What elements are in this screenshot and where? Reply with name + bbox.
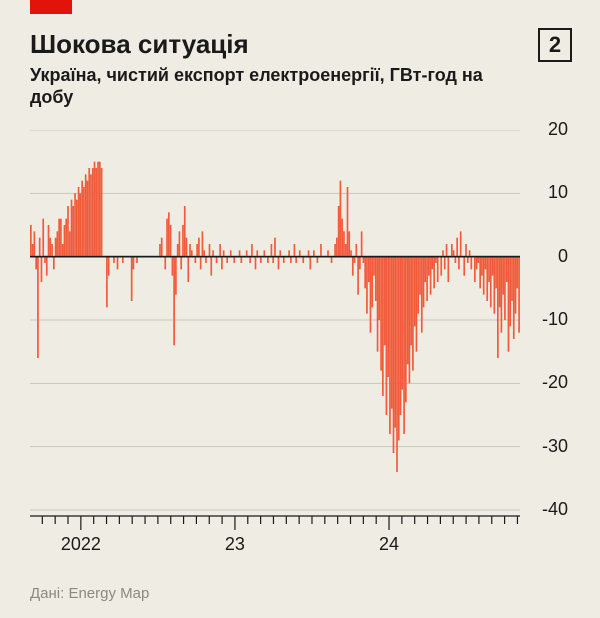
x-axis-tick-label: 23: [205, 534, 265, 555]
chart-title: Шокова ситуація: [30, 30, 570, 60]
chart-svg: [30, 130, 570, 550]
x-axis-tick-label: 24: [359, 534, 419, 555]
y-axis-tick-label: 10: [528, 182, 568, 203]
chart-plot-area: 20100-10-20-30-4020222324: [30, 130, 570, 550]
chart-source: Дані: Energy Map: [30, 585, 149, 602]
y-axis-tick-label: -30: [528, 436, 568, 457]
source-prefix: Дані:: [30, 585, 68, 602]
x-axis-tick-label: 2022: [51, 534, 111, 555]
y-axis-tick-label: 0: [528, 246, 568, 267]
publication-color-tab: [30, 0, 72, 14]
y-axis-tick-label: -20: [528, 372, 568, 393]
source-name: Energy Map: [68, 585, 149, 602]
chart-subtitle: Україна, чистий експорт електроенергії, …: [30, 64, 490, 109]
y-axis-tick-label: 20: [528, 119, 568, 140]
chart-header: Шокова ситуація Україна, чистий експорт …: [30, 30, 570, 109]
y-axis-tick-label: -40: [528, 499, 568, 520]
y-axis-tick-label: -10: [528, 309, 568, 330]
